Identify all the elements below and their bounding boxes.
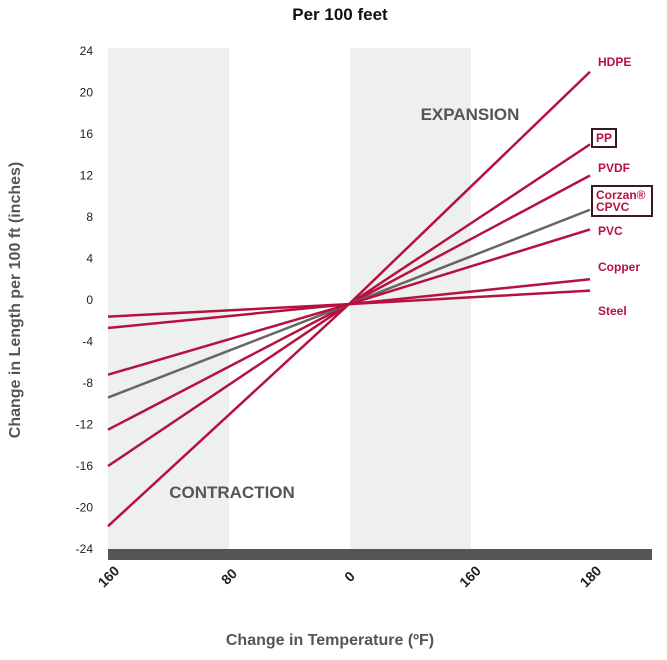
annotation: EXPANSION [421, 105, 520, 124]
series-label: Steel [598, 304, 627, 318]
series-label: Copper [598, 260, 640, 274]
series-label: PVC [598, 224, 623, 238]
x-tick-label: 0 [341, 568, 358, 585]
y-tick-label: 20 [80, 86, 94, 100]
x-axis-bar [108, 549, 652, 560]
series-label: Corzan® CPVC [591, 185, 653, 217]
y-tick-label: -16 [76, 459, 94, 473]
y-tick-label: -4 [82, 335, 93, 349]
annotation: CONTRACTION [169, 483, 295, 502]
x-axis-label: Change in Temperature (ºF) [226, 632, 434, 649]
y-tick-label: 12 [80, 169, 94, 183]
y-tick-label: -12 [76, 418, 94, 432]
y-tick-label: 24 [80, 44, 94, 58]
y-tick-label: 0 [86, 293, 93, 307]
x-tick-label: 160 [456, 562, 484, 590]
y-tick-label: -24 [76, 542, 94, 556]
y-tick-label: 4 [86, 252, 93, 266]
shade-band [108, 48, 229, 549]
series-line [107, 289, 591, 318]
series-label: PVDF [598, 161, 631, 175]
y-tick-label: -20 [76, 501, 94, 515]
y-axis-label: Change in Length per 100 ft (inches) [7, 162, 24, 438]
chart-title: Per 100 feet [292, 5, 388, 24]
x-tick-label: 180 [577, 562, 605, 590]
series-label: HDPE [598, 55, 632, 69]
x-tick-label: 160 [95, 562, 123, 590]
y-tick-label: 16 [80, 127, 94, 141]
x-tick-label: 80 [218, 565, 240, 587]
series-label: PP [591, 128, 618, 148]
y-tick-label: -8 [82, 376, 93, 390]
y-tick-label: 8 [86, 210, 93, 224]
